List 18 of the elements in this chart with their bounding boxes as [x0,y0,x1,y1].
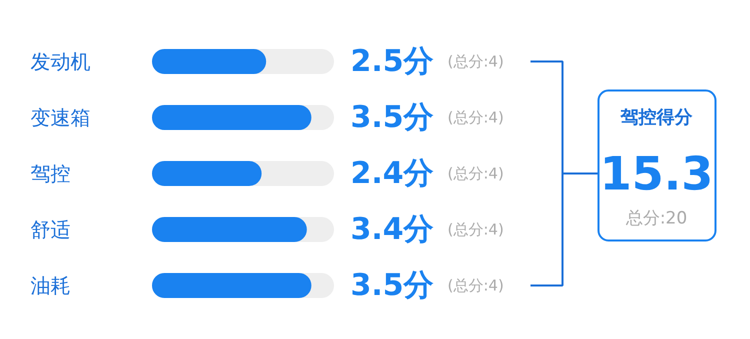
y-tick-label: 油耗 [30,274,70,298]
text: (总分:4) [448,220,504,238]
text: (总分:4) [448,164,504,182]
data-label: 3.4分 [350,212,434,247]
data-label: 3.5分 [350,268,434,303]
text: 驾控得分 [620,107,694,128]
y-tick-label: 发动机 [30,50,90,74]
text: (总分:4) [448,276,504,294]
text: (总分:4) [448,108,504,126]
data-label: 2.5分 [350,44,434,79]
data-label: 2.4分 [350,156,434,191]
text: 15.3 [600,146,714,200]
y-tick-label: 舒适 [30,218,70,242]
y-tick-label: 驾控 [30,162,70,186]
text: 总分:20 [624,208,688,228]
text: (总分:4) [448,52,504,70]
y-tick-label: 变速箱 [30,106,90,130]
data-label: 3.5分 [350,100,434,135]
